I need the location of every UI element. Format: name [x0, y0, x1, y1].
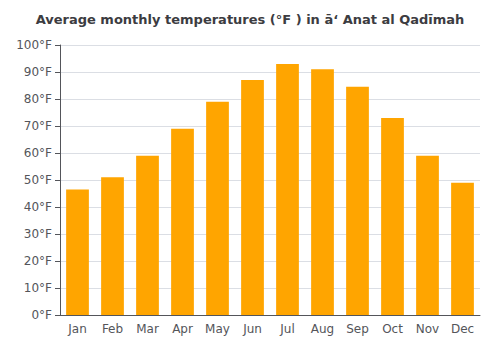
svg-text:20°F: 20°F: [24, 254, 52, 268]
svg-text:40°F: 40°F: [24, 200, 52, 214]
svg-text:Jul: Jul: [279, 322, 294, 336]
svg-text:60°F: 60°F: [24, 146, 52, 160]
svg-text:Jan: Jan: [67, 322, 87, 336]
svg-text:90°F: 90°F: [24, 65, 52, 79]
svg-text:10°F: 10°F: [24, 281, 52, 295]
svg-text:Sep: Sep: [346, 322, 369, 336]
svg-text:Dec: Dec: [451, 322, 474, 336]
svg-text:30°F: 30°F: [24, 227, 52, 241]
svg-text:0°F: 0°F: [31, 308, 52, 322]
svg-text:Jun: Jun: [242, 322, 262, 336]
svg-text:Feb: Feb: [102, 322, 123, 336]
svg-text:Average monthly temperatures (: Average monthly temperatures (°F ) in ā‘…: [36, 12, 465, 27]
svg-text:Aug: Aug: [311, 322, 334, 336]
svg-text:80°F: 80°F: [24, 92, 52, 106]
svg-text:100°F: 100°F: [16, 38, 52, 52]
svg-text:50°F: 50°F: [24, 173, 52, 187]
svg-text:May: May: [205, 322, 230, 336]
svg-text:Nov: Nov: [416, 322, 439, 336]
svg-text:Mar: Mar: [136, 322, 159, 336]
svg-text:Apr: Apr: [172, 322, 193, 336]
svg-text:70°F: 70°F: [24, 119, 52, 133]
svg-text:Oct: Oct: [382, 322, 403, 336]
